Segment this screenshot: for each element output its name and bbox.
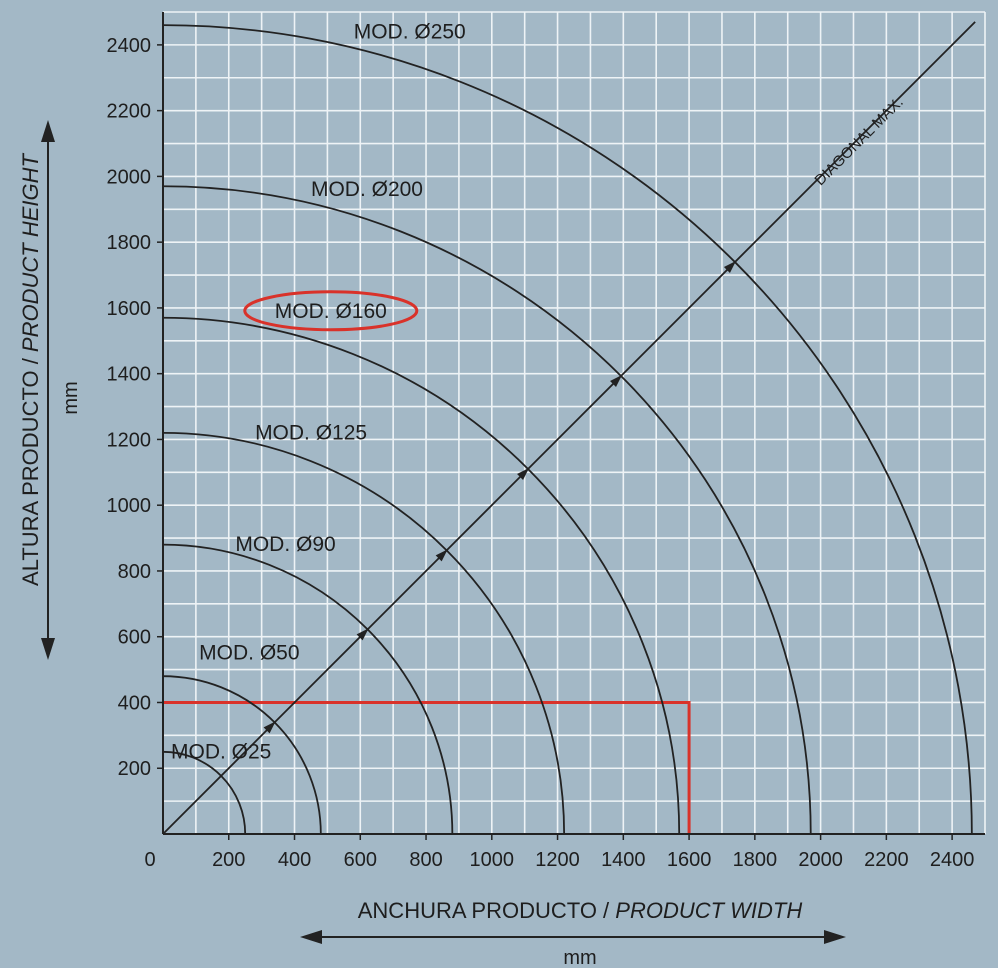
x-axis-title: ANCHURA PRODUCTO / PRODUCT WIDTH bbox=[358, 898, 803, 923]
x-axis-unit: mm bbox=[563, 947, 596, 968]
diagonal-arrow bbox=[263, 721, 276, 734]
x-tick-label: 1400 bbox=[601, 849, 646, 871]
x-tick-label: 800 bbox=[409, 849, 442, 871]
diagonal-arrow bbox=[517, 467, 530, 480]
y-tick-label: 400 bbox=[118, 692, 151, 714]
diagonal-arrow bbox=[435, 549, 448, 562]
y-tick-label: 2000 bbox=[107, 166, 152, 188]
x-tick-label: 2400 bbox=[930, 849, 975, 871]
grid bbox=[163, 11, 986, 834]
axes bbox=[157, 12, 985, 840]
diagonal-arrow bbox=[356, 628, 369, 641]
y-tick-label: 2200 bbox=[107, 101, 152, 123]
x-tick-label: 400 bbox=[278, 849, 311, 871]
y-tick-label: 1600 bbox=[107, 298, 152, 320]
model-label: MOD. Ø25 bbox=[171, 740, 271, 763]
x-axis-title-main: ANCHURA PRODUCTO / bbox=[358, 898, 616, 923]
model-label: MOD. Ø125 bbox=[255, 421, 367, 444]
x-tick-label: 1800 bbox=[733, 849, 778, 871]
y-tick-label: 2400 bbox=[107, 35, 152, 57]
y-axis-arrow bbox=[41, 120, 55, 660]
model-label: MOD. Ø160 bbox=[275, 300, 387, 323]
x-axis-title-italic: PRODUCT WIDTH bbox=[615, 898, 802, 923]
x-axis-arrow bbox=[300, 930, 846, 944]
x-tick-label: 600 bbox=[344, 849, 377, 871]
model-label: MOD. Ø90 bbox=[235, 533, 335, 556]
y-axis-title-italic: PRODUCT HEIGHT bbox=[18, 152, 43, 352]
x-tick-label: 2200 bbox=[864, 849, 909, 871]
diagonal-arrow bbox=[610, 374, 623, 387]
y-tick-labels: 200 400 600 800 1000 1200 1400 1600 1800 2000 2200… bbox=[107, 35, 152, 780]
model-labels: MOD. Ø25 MOD. Ø50 MOD. Ø90 MOD. Ø125 MOD. Ø1… bbox=[171, 20, 466, 763]
highlight-outline bbox=[163, 700, 691, 834]
model-label: MOD. Ø250 bbox=[354, 20, 466, 43]
y-tick-label: 600 bbox=[118, 627, 151, 649]
model-label: MOD. Ø50 bbox=[199, 642, 299, 665]
x-tick-label: 1200 bbox=[535, 849, 580, 871]
model-label: MOD. Ø200 bbox=[311, 178, 423, 201]
y-tick-label: 1800 bbox=[107, 232, 152, 254]
y-axis-title-main: ALTURA PRODUCTO / bbox=[18, 352, 43, 586]
y-axis-unit: mm bbox=[60, 381, 82, 414]
x-tick-label: 2000 bbox=[798, 849, 843, 871]
y-tick-label: 1200 bbox=[107, 429, 152, 451]
y-axis-title: ALTURA PRODUCTO / PRODUCT HEIGHT bbox=[18, 152, 43, 585]
highlight-region bbox=[163, 700, 691, 834]
highlight-ellipse bbox=[243, 290, 419, 332]
y-tick-label: 800 bbox=[118, 561, 151, 583]
x-tick-label: 1000 bbox=[470, 849, 515, 871]
x-tick-labels: 0 200 400 600 800 1000 1200 1400 1600 1800 2000 220… bbox=[144, 849, 974, 871]
x-tick-label: 1600 bbox=[667, 849, 712, 871]
x-tick-label: 200 bbox=[212, 849, 245, 871]
diagonal-arrow bbox=[723, 261, 736, 274]
x-tick-label: 0 bbox=[144, 849, 155, 871]
y-tick-label: 1400 bbox=[107, 364, 152, 386]
diagonal-max-line bbox=[162, 21, 976, 835]
y-tick-label: 200 bbox=[118, 758, 151, 780]
y-tick-label: 1000 bbox=[107, 495, 152, 517]
